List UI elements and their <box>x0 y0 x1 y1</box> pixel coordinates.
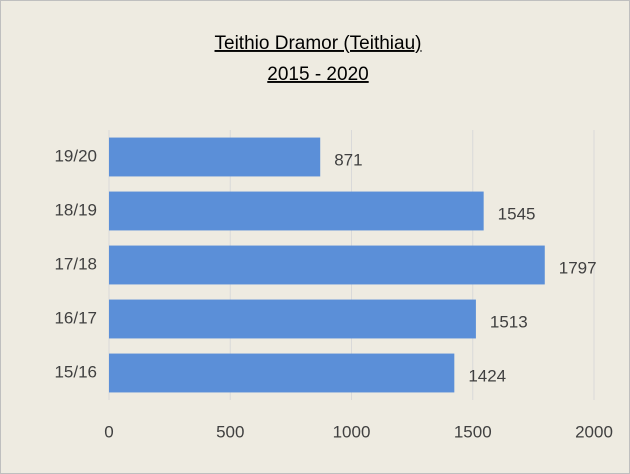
data-label: 1545 <box>498 204 536 223</box>
x-tick-label: 500 <box>216 422 244 441</box>
y-tick-label: 15/16 <box>54 362 97 381</box>
data-label: 871 <box>334 150 362 169</box>
bar <box>109 191 484 231</box>
y-tick-label: 18/19 <box>54 200 97 219</box>
bar <box>109 353 455 393</box>
x-tick-label: 1000 <box>333 422 371 441</box>
y-tick-label: 16/17 <box>54 308 97 327</box>
chart-title: Teithio Dramor (Teithiau) <box>215 33 422 54</box>
bar <box>109 137 321 177</box>
bar <box>109 299 476 339</box>
y-tick-label: 19/20 <box>54 146 97 165</box>
bar <box>109 245 545 285</box>
data-label: 1797 <box>559 258 597 277</box>
x-tick-label: 0 <box>104 422 113 441</box>
data-label: 1513 <box>490 312 528 331</box>
x-tick-label: 2000 <box>575 422 613 441</box>
chart-subtitle: 2015 - 2020 <box>267 64 368 85</box>
x-tick-label: 1500 <box>454 422 492 441</box>
data-label: 1424 <box>468 366 506 385</box>
y-tick-label: 17/18 <box>54 254 97 273</box>
